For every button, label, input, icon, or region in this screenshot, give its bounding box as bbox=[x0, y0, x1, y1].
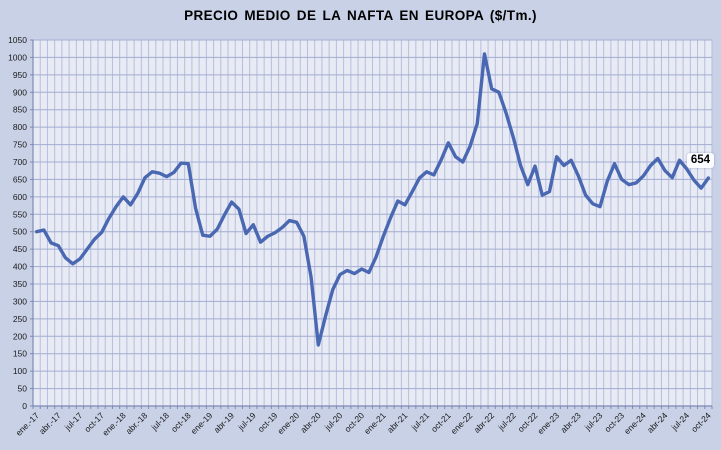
y-tick-label: 800 bbox=[13, 122, 27, 132]
x-tick-label: abr.-17 bbox=[37, 410, 63, 436]
x-tick-label: jul-23 bbox=[582, 410, 605, 433]
y-tick-label: 700 bbox=[13, 157, 27, 167]
x-tick-label: jul-24 bbox=[669, 410, 692, 433]
y-tick-label: 950 bbox=[13, 70, 27, 80]
x-tick-label: abr-19 bbox=[212, 410, 237, 435]
y-tick-label: 250 bbox=[13, 314, 27, 324]
y-tick-label: 600 bbox=[13, 192, 27, 202]
end-value-label: 654 bbox=[686, 153, 714, 168]
x-tick-label: jul-21 bbox=[409, 410, 432, 433]
x-tick-label: ene-20 bbox=[275, 410, 301, 436]
x-tick-label: abr.-18 bbox=[124, 410, 150, 436]
y-tick-label: 400 bbox=[13, 262, 27, 272]
y-tick-label: 850 bbox=[13, 105, 27, 115]
x-tick-label: ene-22 bbox=[449, 410, 475, 436]
x-tick-label: jul-19 bbox=[235, 410, 258, 433]
y-tick-label: 500 bbox=[13, 227, 27, 237]
x-tick-label: abr-20 bbox=[298, 410, 323, 435]
y-tick-label: 550 bbox=[13, 209, 27, 219]
x-tick-label: ene-23 bbox=[535, 410, 561, 436]
x-tick-label: abr-21 bbox=[385, 410, 410, 435]
x-tick-label: ene-19 bbox=[189, 410, 215, 436]
y-tick-label: 450 bbox=[13, 244, 27, 254]
x-tick-label: ene-24 bbox=[622, 410, 648, 436]
x-tick-label: ene-21 bbox=[362, 410, 388, 436]
y-tick-label: 900 bbox=[13, 87, 27, 97]
x-tick-label: abr-24 bbox=[645, 410, 670, 435]
y-tick-label: 100 bbox=[13, 366, 27, 376]
y-tick-label: 350 bbox=[13, 279, 27, 289]
x-tick-label: jul-17 bbox=[62, 410, 85, 433]
y-tick-label: 150 bbox=[13, 349, 27, 359]
x-tick-label: jul-20 bbox=[322, 410, 345, 433]
x-tick-label: abr-22 bbox=[472, 410, 497, 435]
price-line-series bbox=[34, 52, 711, 347]
y-tick-label: 300 bbox=[13, 296, 27, 306]
x-tick-label: oct-24 bbox=[689, 410, 713, 434]
chart-title: PRECIO MEDIO DE LA NAFTA EN EUROPA ($/Tm… bbox=[184, 8, 537, 23]
y-tick-label: 200 bbox=[13, 331, 27, 341]
y-tick-label: 750 bbox=[13, 140, 27, 150]
y-tick-label: 650 bbox=[13, 174, 27, 184]
x-tick-label: jul-22 bbox=[495, 410, 518, 433]
x-tick-label: ene.-17 bbox=[14, 410, 42, 438]
y-tick-label: 1000 bbox=[8, 52, 27, 62]
axes bbox=[32, 40, 712, 407]
y-tick-label: 0 bbox=[22, 401, 27, 411]
horizontal-gridlines bbox=[33, 39, 712, 407]
x-tick-label: jul-18 bbox=[149, 410, 172, 433]
y-axis-labels: 0 50 100 150 200 250 300 350 400 450 500 550 600 650 7… bbox=[8, 35, 27, 411]
y-tick-label: 1050 bbox=[8, 35, 27, 45]
y-tick-label: 50 bbox=[18, 384, 28, 394]
x-tick-label: ene.-18 bbox=[100, 410, 128, 438]
x-tick-label: abr-23 bbox=[558, 410, 583, 435]
